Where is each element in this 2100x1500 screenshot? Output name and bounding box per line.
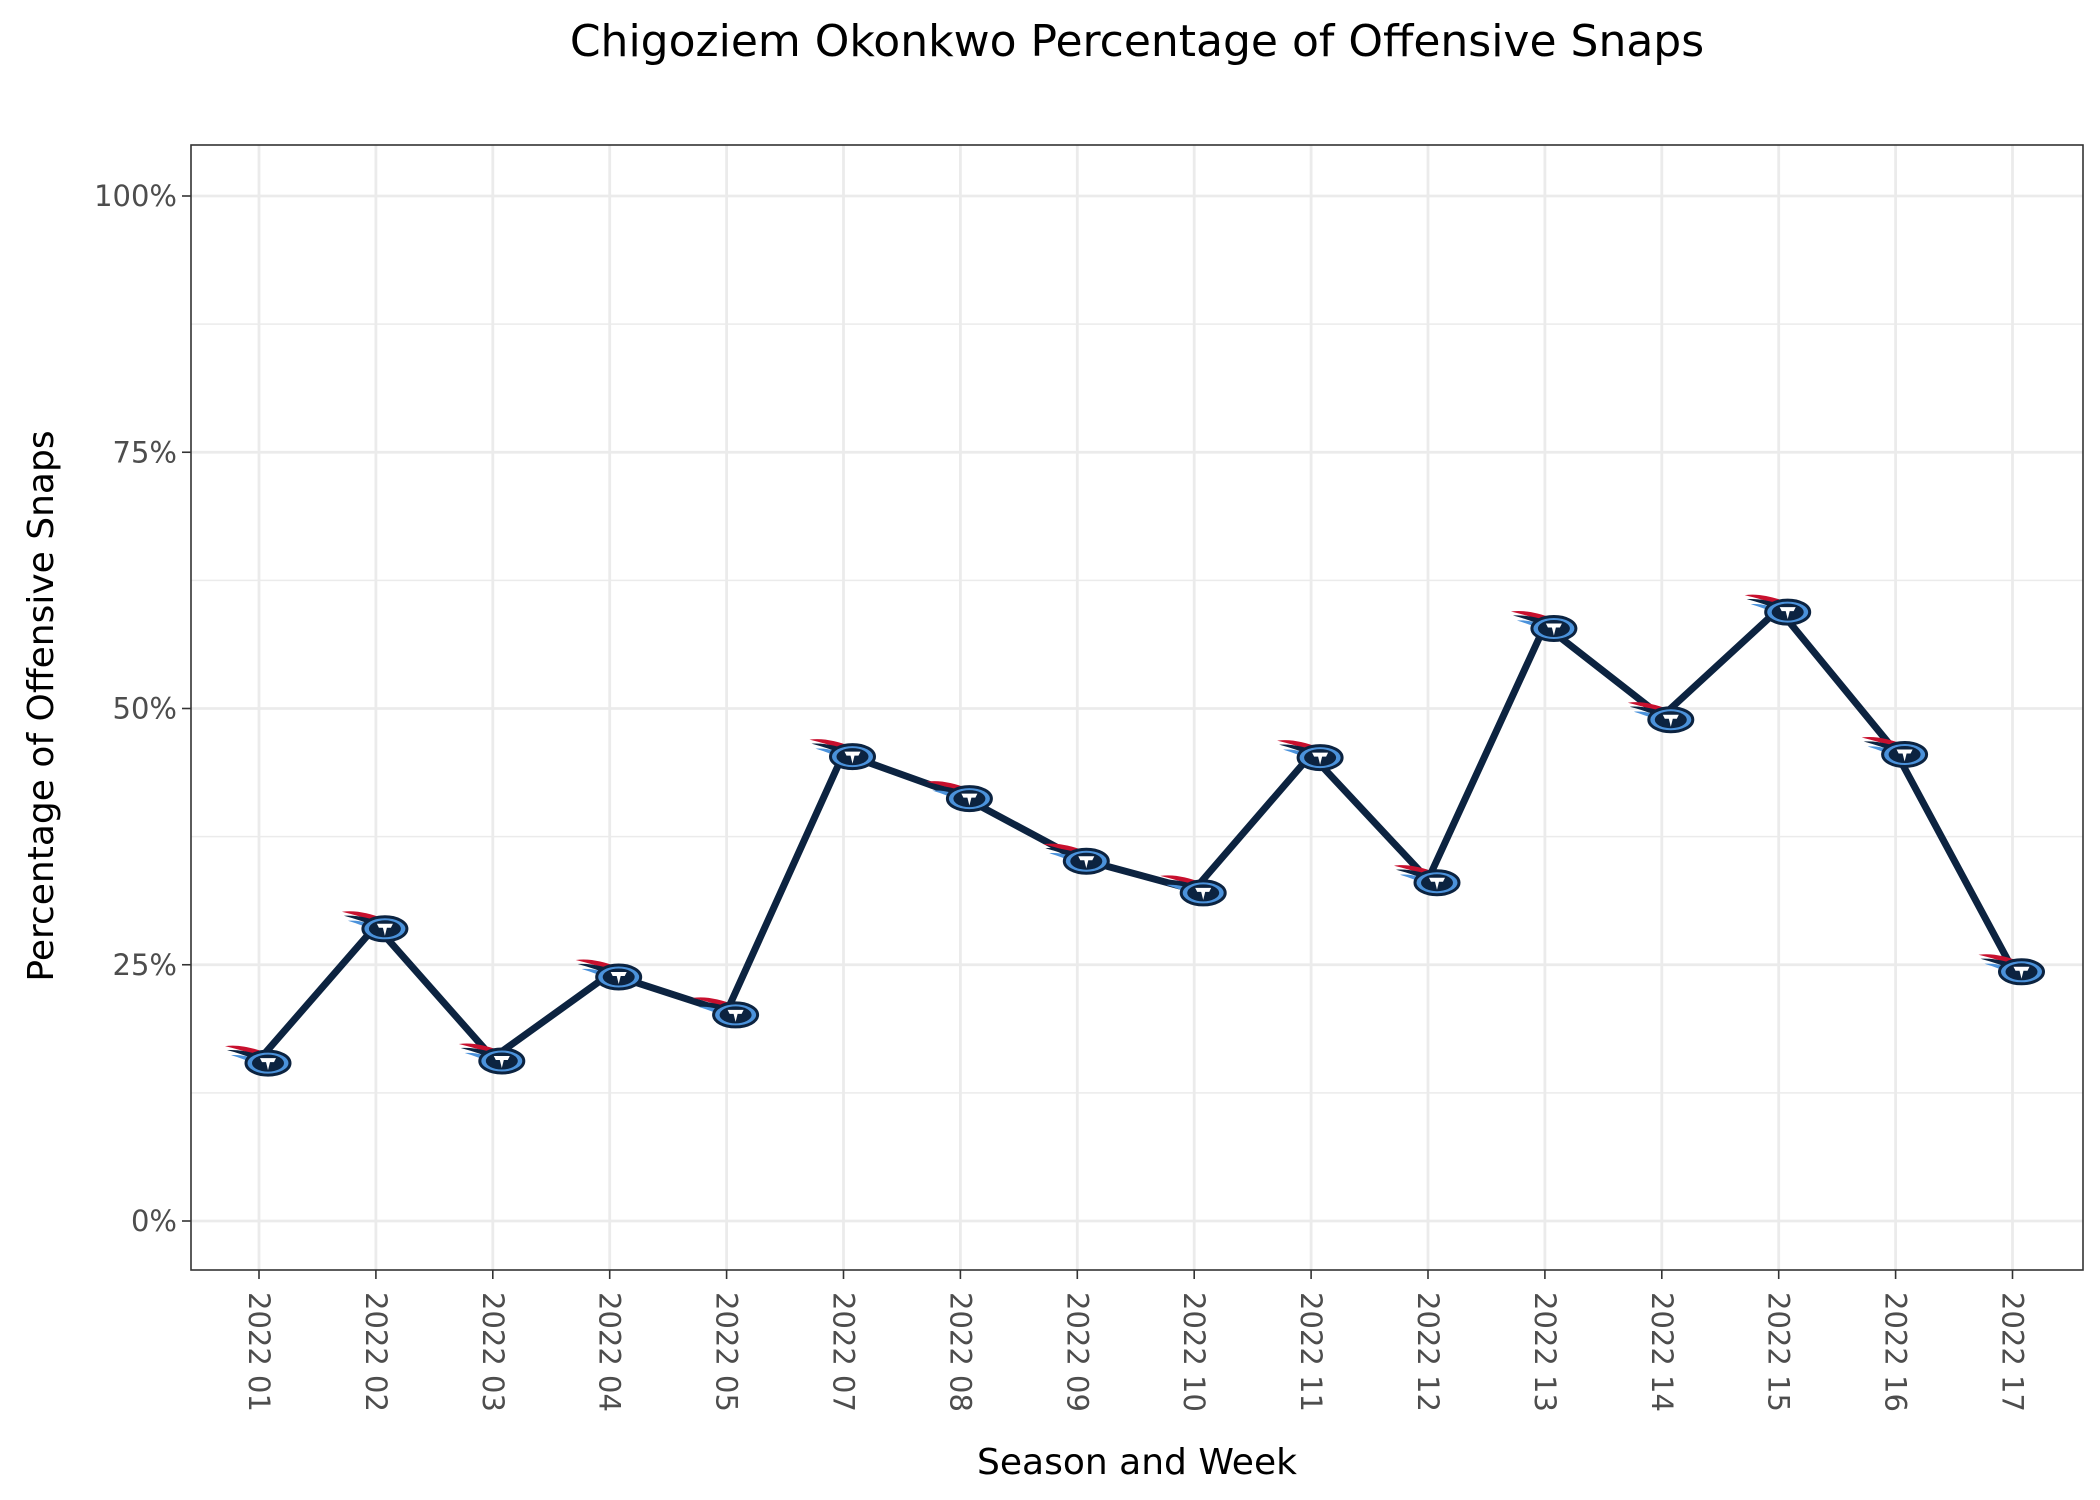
data-points: [225, 594, 2045, 1077]
data-point-marker: [692, 997, 760, 1029]
data-point-marker: [225, 1045, 292, 1077]
logo-letter-t: [1896, 749, 1913, 762]
logo-letter-t: [493, 1056, 510, 1068]
data-point-marker: [926, 781, 993, 813]
data-point-marker: [1978, 954, 2045, 986]
logo-letter-t: [1078, 856, 1095, 869]
logo-letter-t: [727, 1009, 744, 1022]
x-axis-title: Season and Week: [977, 1442, 1297, 1483]
data-point-marker: [1277, 740, 1344, 772]
data-point-marker: [458, 1043, 526, 1075]
logo-letter-t: [1662, 714, 1679, 727]
y-tick-label: 0%: [131, 1204, 177, 1238]
axes: 0% 25% 50% 75% 100% 2022 01 2022 02 2022 03 2022…: [94, 179, 2029, 1412]
y-axis-title: Percentage of Offensive Snaps: [21, 430, 62, 981]
y-tick-label: 50%: [113, 692, 177, 726]
y-tick-label: 25%: [113, 948, 177, 982]
x-tick-label: 2022 07: [827, 1292, 861, 1412]
x-tick-label: 2022 12: [1411, 1292, 1445, 1412]
logo-letter-t: [260, 1058, 276, 1071]
logo-letter-t: [1545, 623, 1562, 636]
logo-letter-t: [961, 793, 978, 806]
data-point-marker: [341, 911, 409, 943]
series-line-path: [255, 605, 2016, 1064]
x-tick-label: 2022 05: [710, 1292, 744, 1412]
logo-letter-t: [376, 923, 393, 936]
logo-letter-t: [1312, 752, 1329, 765]
x-tick-label: 2022 16: [1879, 1292, 1913, 1412]
data-point-marker: [1160, 875, 1227, 907]
grid: [191, 145, 2083, 1270]
series-line: [255, 605, 2016, 1064]
panel-border: [190, 144, 2084, 1271]
y-tick-label: 75%: [113, 435, 177, 469]
x-tick-label: 2022 10: [1177, 1292, 1211, 1412]
data-point-marker: [1744, 594, 1812, 626]
data-point-marker: [809, 739, 876, 771]
logo-letter-t: [844, 751, 861, 764]
x-tick-label: 2022 15: [1762, 1292, 1796, 1412]
data-point-marker: [1394, 865, 1461, 897]
x-tick-label: 2022 02: [359, 1292, 393, 1412]
logo-letter-t: [1195, 887, 1212, 900]
data-point-marker: [575, 959, 643, 991]
y-tick-label: 100%: [94, 179, 177, 213]
data-point-marker: [1627, 702, 1695, 734]
x-tick-label: 2022 14: [1645, 1292, 1679, 1412]
logo-letter-t: [2013, 966, 2030, 979]
x-tick-label: 2022 04: [593, 1292, 627, 1412]
x-tick-label: 2022 03: [476, 1292, 510, 1412]
x-tick-label: 2022 17: [1996, 1292, 2030, 1412]
data-point-marker: [1861, 736, 1929, 768]
chart-title: Chigoziem Okonkwo Percentage of Offensiv…: [570, 16, 1704, 67]
logo-letter-t: [610, 972, 627, 984]
x-tick-label: 2022 09: [1060, 1292, 1094, 1412]
x-tick-label: 2022 11: [1294, 1292, 1328, 1412]
data-point-marker: [1510, 610, 1578, 642]
x-tick-label: 2022 08: [943, 1292, 977, 1412]
logo-letter-t: [1429, 877, 1445, 890]
x-tick-label: 2022 13: [1528, 1292, 1562, 1412]
logo-letter-t: [1779, 607, 1796, 620]
data-point-marker: [1043, 843, 1110, 875]
x-tick-label: 2022 01: [242, 1292, 276, 1412]
